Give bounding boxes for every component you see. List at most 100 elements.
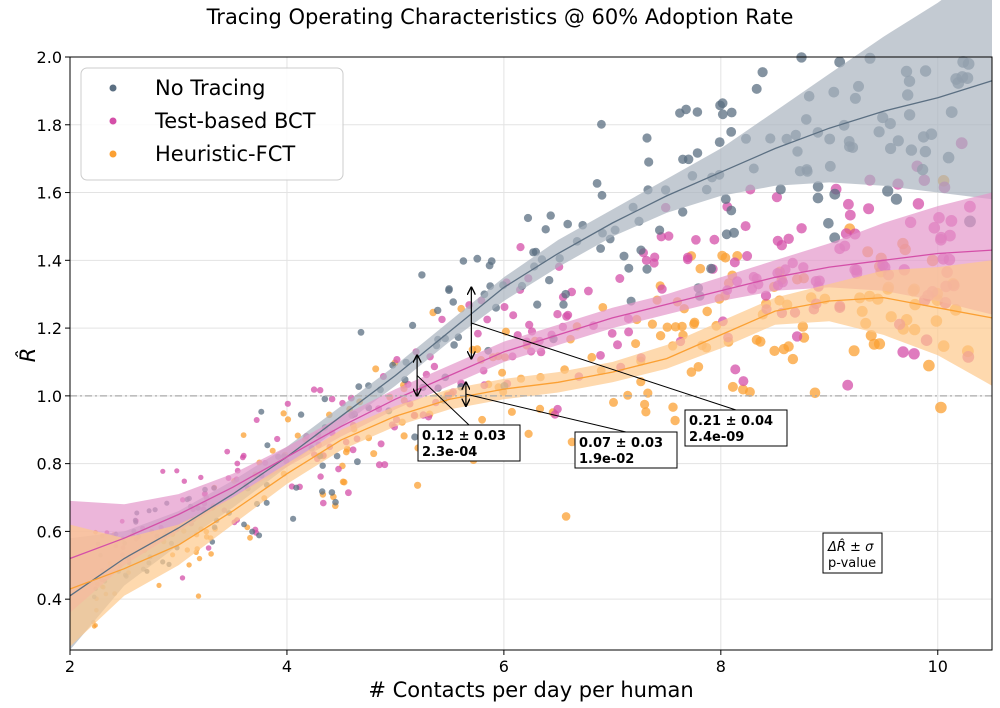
- scatter-point: [256, 532, 263, 539]
- scatter-point: [335, 465, 342, 473]
- scatter-point: [274, 435, 281, 443]
- legend: No Tracing Test-based BCT Heuristic-FCT: [80, 67, 344, 181]
- note-line2: p-value: [828, 556, 876, 571]
- scatter-point: [642, 133, 652, 143]
- scatter-point: [487, 257, 496, 265]
- scatter-point: [668, 402, 678, 412]
- scatter-point: [714, 137, 725, 148]
- scatter-point: [449, 298, 458, 306]
- scatter-point: [709, 234, 720, 245]
- scatter-point: [655, 331, 666, 341]
- scatter-point: [567, 437, 577, 447]
- scatter-point: [675, 108, 685, 118]
- confidence-bands: [70, 0, 992, 650]
- scatter-point: [370, 450, 378, 458]
- annotations: 0.12 ± 0.032.3e-04 0.07 ± 0.031.9e-02 0.21…: [417, 287, 788, 469]
- scatter-point: [357, 328, 365, 336]
- scatter-point: [729, 227, 739, 238]
- scatter-point: [691, 235, 701, 245]
- confidence-band: [70, 0, 992, 650]
- fit-line: [69, 296, 993, 590]
- scatter-point: [650, 252, 660, 262]
- scatter-point: [328, 489, 336, 496]
- scatter-point: [706, 263, 716, 274]
- scatter-point: [796, 223, 807, 234]
- scatter-point: [418, 271, 426, 279]
- scatter-point: [409, 321, 417, 329]
- scatter-point: [636, 245, 646, 255]
- scatter-point: [720, 252, 731, 263]
- scatter-point: [596, 244, 605, 253]
- scatter-point: [450, 341, 458, 349]
- scatter-point: [842, 379, 854, 391]
- scatter-point: [609, 397, 618, 407]
- scatter-point: [474, 329, 482, 338]
- scatter-point: [692, 107, 703, 117]
- scatter-point: [559, 300, 568, 309]
- scatter-point: [445, 286, 453, 295]
- scatter-point: [702, 306, 712, 317]
- axis-ticks: 2 4 6 8 10 0.4 0.6 0.8 1.0 1.2 1.4 1.6 1.8 2.0: [37, 48, 948, 676]
- scatter-point: [740, 221, 751, 232]
- scatter-point: [771, 192, 783, 203]
- scatter-point: [783, 341, 794, 352]
- scatter-point: [264, 442, 271, 449]
- scatter-point: [791, 331, 803, 342]
- note-line1: ΔR̂ ± σ: [827, 540, 874, 555]
- scatter-point: [553, 404, 562, 414]
- legend-label: No Tracing: [155, 76, 266, 100]
- scatter-point: [726, 205, 737, 216]
- scatter-point: [772, 235, 783, 246]
- scatter-point: [689, 317, 700, 328]
- x-axis-label: # Contacts per day per human: [368, 678, 693, 702]
- fit-lines: [69, 80, 993, 597]
- scatter-point: [695, 263, 706, 274]
- scatter-point: [720, 194, 731, 205]
- scatter-point: [258, 408, 265, 415]
- scatter-point: [730, 364, 741, 375]
- scatter-point: [678, 207, 688, 217]
- scatter-point: [160, 468, 166, 474]
- x-tick-label: 4: [282, 657, 292, 676]
- x-tick-label: 8: [716, 657, 726, 676]
- scatter-point: [619, 251, 629, 261]
- fit-line: [69, 80, 993, 597]
- scatter-point: [738, 376, 749, 387]
- scatter-point: [584, 286, 593, 296]
- scatter-point: [181, 478, 187, 484]
- scatter-point: [834, 56, 846, 68]
- scatter-point: [692, 148, 703, 158]
- scatter-point: [317, 387, 324, 394]
- scatter-point: [500, 303, 509, 311]
- annotation-box: [574, 431, 678, 469]
- scatter-point: [641, 255, 652, 265]
- scatter-point: [523, 213, 533, 223]
- scatter-point: [848, 345, 860, 357]
- scatter-point: [263, 499, 270, 506]
- scatter-point: [775, 184, 786, 195]
- scatter-point: [843, 198, 854, 210]
- legend-label: Test-based BCT: [154, 109, 316, 133]
- scatter-point: [640, 399, 650, 409]
- confidence-band: [70, 192, 992, 613]
- scatter-point: [587, 352, 597, 362]
- scatter-point: [525, 320, 534, 329]
- y-tick-label: 2.0: [37, 48, 62, 67]
- scatter-point: [332, 498, 339, 506]
- annotation-delta: 0.12 ± 0.03: [422, 429, 506, 444]
- scatter-point: [239, 454, 246, 461]
- scatter-point: [882, 185, 894, 197]
- scatter-point: [865, 330, 877, 341]
- y-tick-label: 1.4: [37, 251, 62, 270]
- annotation-box: [417, 424, 521, 462]
- scatter-point: [294, 432, 301, 439]
- scatter-point: [598, 303, 608, 312]
- scatter-point: [393, 356, 401, 364]
- scatter-point: [726, 126, 737, 137]
- scatter-point: [829, 188, 841, 200]
- scatter-point: [923, 359, 935, 372]
- scatter-point: [769, 345, 780, 356]
- scatter-point: [240, 432, 247, 438]
- scatter-point: [742, 251, 753, 261]
- scatter-point: [414, 481, 422, 489]
